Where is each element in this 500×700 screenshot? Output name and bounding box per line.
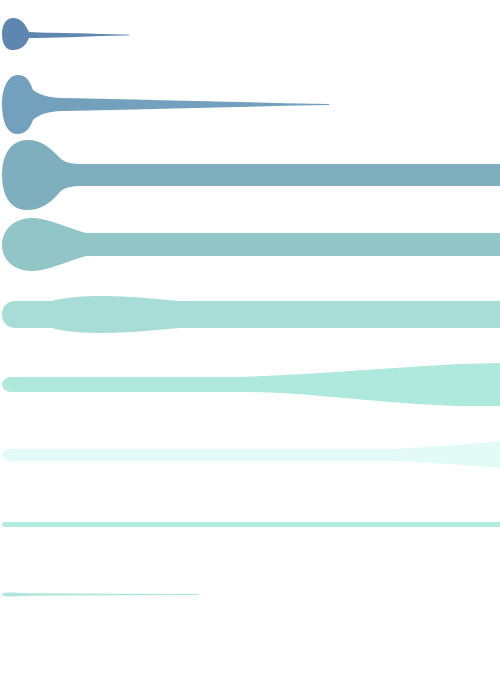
shape-8 xyxy=(2,522,500,527)
shape-3 xyxy=(2,140,500,210)
shape-7 xyxy=(2,441,500,468)
shape-2 xyxy=(2,75,329,134)
shape-9 xyxy=(2,592,198,597)
shapes-group xyxy=(2,18,500,597)
shape-6 xyxy=(2,363,500,406)
shape-5 xyxy=(2,296,500,333)
shape-4 xyxy=(2,218,500,271)
shape-1 xyxy=(2,18,129,50)
